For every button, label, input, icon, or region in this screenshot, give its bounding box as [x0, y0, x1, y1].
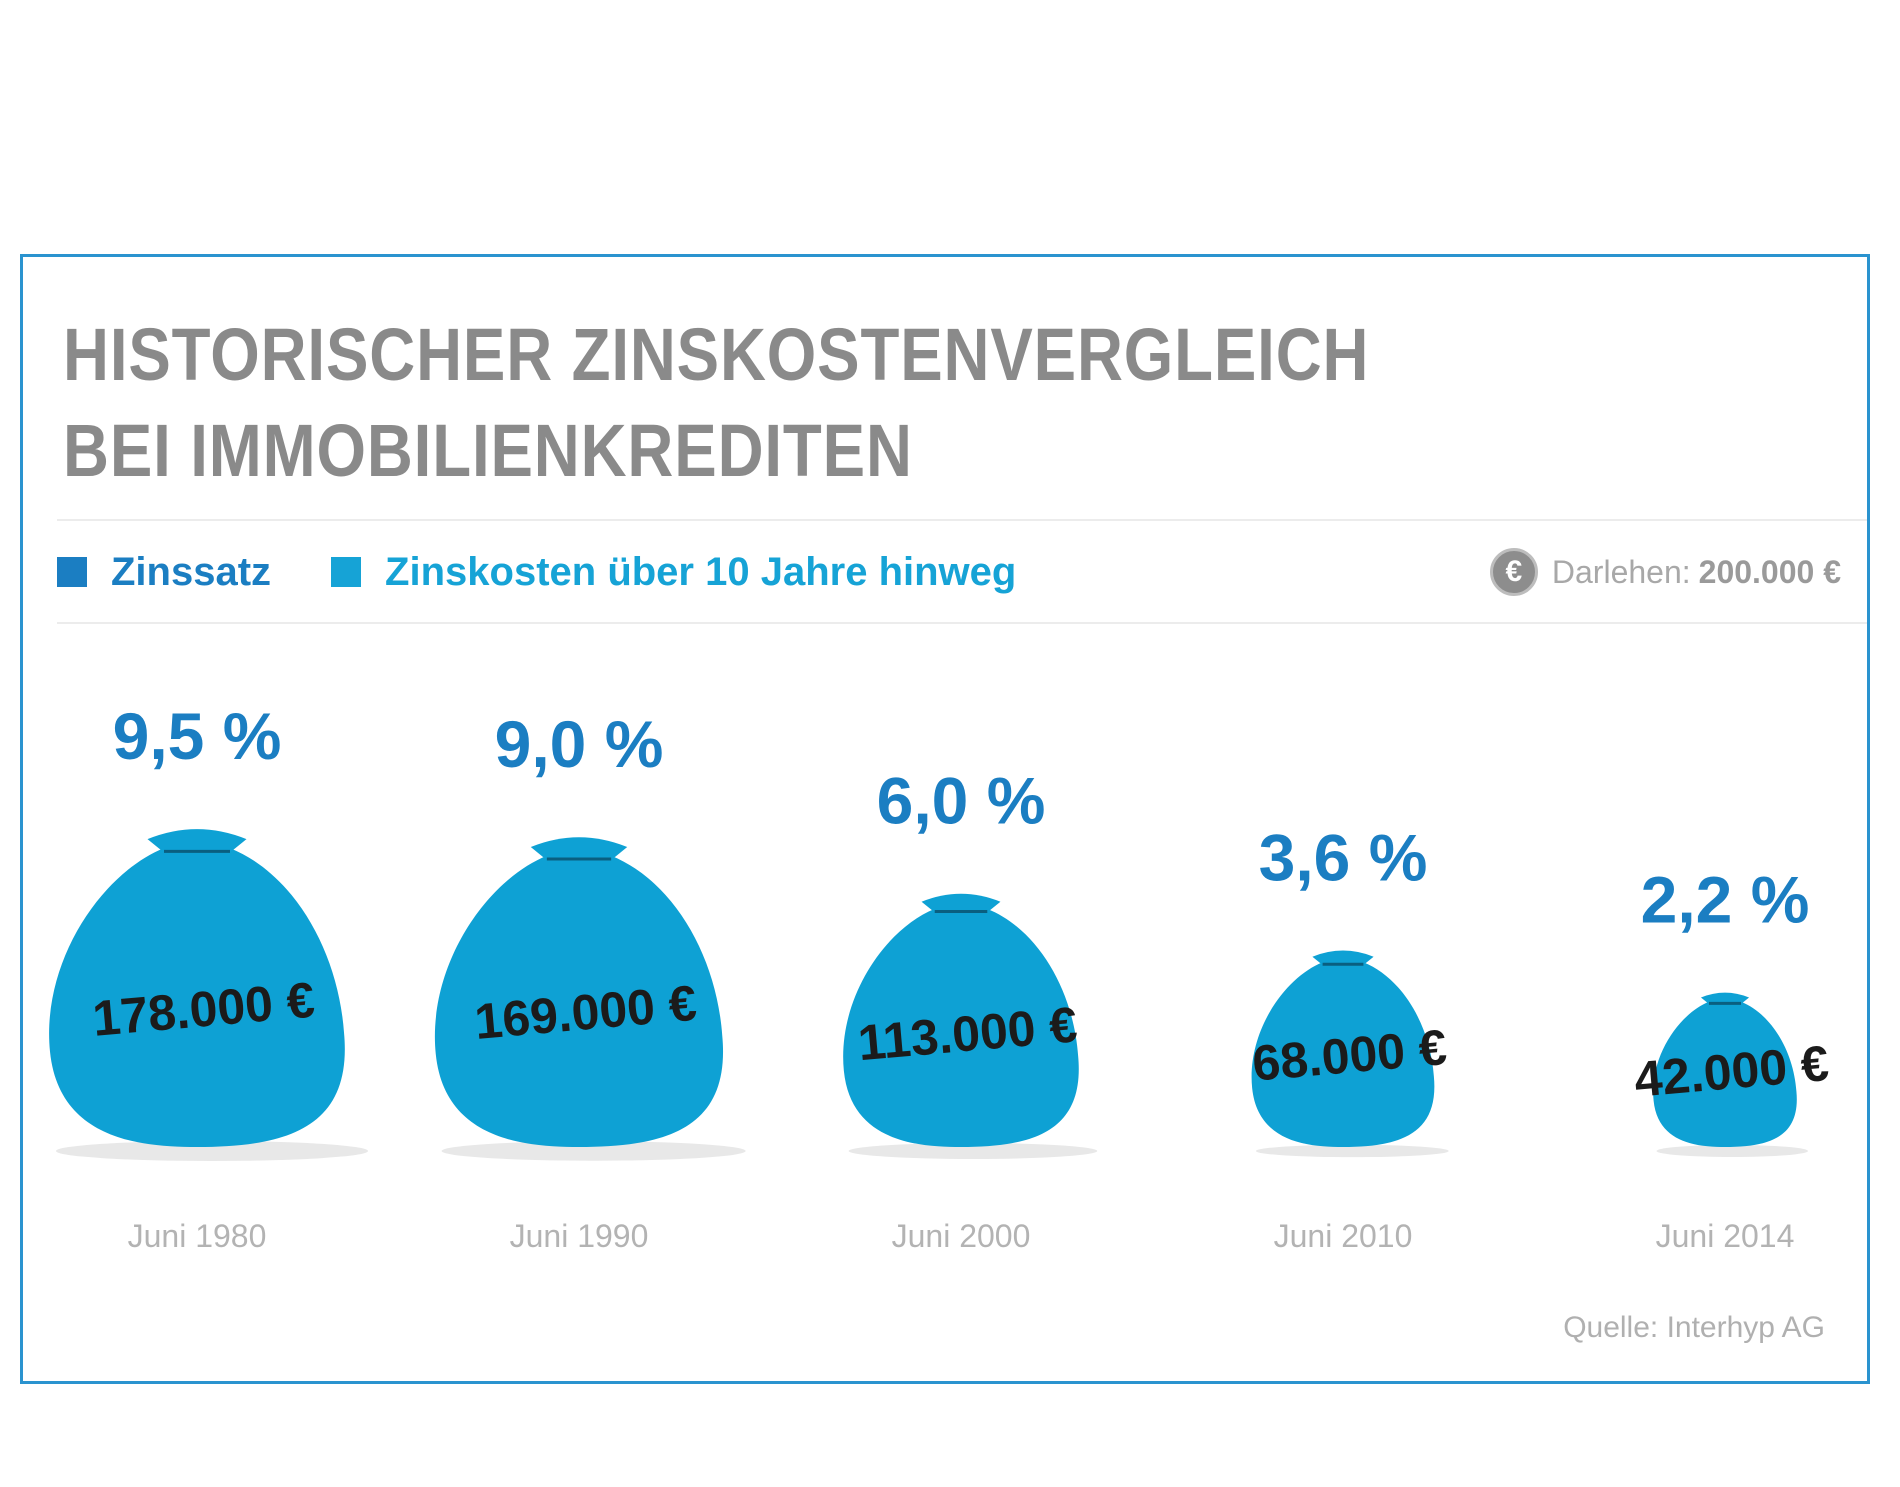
euro-icon: € — [1489, 548, 1538, 596]
bag-knot-0 — [147, 829, 247, 853]
category-label-0: Juni 1980 — [128, 1218, 267, 1254]
money-bag-2 — [843, 908, 1079, 1147]
rate-label-1: 9,0 % — [495, 707, 664, 781]
bag-knot-1 — [530, 837, 628, 861]
money-bag-4 — [1653, 1001, 1797, 1147]
category-label-3: Juni 2010 — [1274, 1218, 1413, 1254]
loan-value: 200.000 € — [1698, 553, 1841, 590]
chart-title: HISTORISCHER ZINSKOSTENVERGLEICH BEI IMM… — [63, 307, 1369, 499]
money-bag-0 — [49, 848, 345, 1147]
chart-title-line-2: BEI IMMOBILIENKREDITEN — [63, 409, 913, 492]
bag-knot-2 — [921, 893, 1001, 913]
legend-item-zinskosten: Zinskosten über 10 Jahre hinweg — [331, 550, 1016, 595]
rate-label-3: 3,6 % — [1259, 820, 1428, 894]
money-bag-3 — [1251, 962, 1435, 1147]
category-label-4: Juni 2014 — [1656, 1218, 1795, 1254]
cost-label-4: 42.000 € — [1632, 1035, 1831, 1108]
legend-swatch-zinssatz — [57, 557, 87, 587]
rate-label-2: 6,0 % — [877, 764, 1046, 838]
bag-group-2: 6,0 %113.000 €Juni 2000 — [843, 764, 1098, 1254]
loan-info: € Darlehen: 200.000 € — [1489, 547, 1841, 597]
bag-shadow — [56, 1141, 368, 1161]
bag-group-0: 9,5 %178.000 €Juni 1980 — [49, 699, 368, 1254]
bag-shadow — [1656, 1145, 1809, 1157]
legend-swatch-zinskosten — [331, 557, 362, 587]
bag-knot-3 — [1312, 950, 1374, 965]
bag-shadow — [441, 1141, 746, 1161]
rate-label-4: 2,2 % — [1641, 863, 1810, 937]
legend-label-zinssatz: Zinssatz — [111, 549, 272, 594]
category-label-1: Juni 1990 — [510, 1218, 649, 1254]
bag-shadow — [1255, 1144, 1449, 1158]
category-label-2: Juni 2000 — [892, 1218, 1031, 1254]
chart-frame: HISTORISCHER ZINSKOSTENVERGLEICH BEI IMM… — [20, 254, 1870, 1384]
divider-top — [57, 519, 1867, 521]
rate-label-0: 9,5 % — [113, 699, 282, 773]
bag-shadow — [848, 1143, 1098, 1159]
legend-label-zinskosten: Zinskosten über 10 Jahre hinweg — [385, 549, 1017, 594]
divider-bottom — [57, 622, 1867, 624]
bag-knot-4 — [1700, 992, 1750, 1004]
bag-group-1: 9,0 %169.000 €Juni 1990 — [434, 707, 746, 1254]
money-bag-1 — [434, 855, 724, 1147]
bag-group-3: 3,6 %68.000 €Juni 2010 — [1250, 820, 1449, 1254]
loan-label: Darlehen: — [1551, 553, 1691, 590]
bag-group-4: 2,2 % 42.000 € Juni 2014 — [1632, 863, 1831, 1254]
chart-title-line-1: HISTORISCHER ZINSKOSTENVERGLEICH — [63, 313, 1370, 396]
legend: Zinssatz Zinskosten über 10 Jahre hinweg — [57, 547, 1076, 597]
legend-item-zinssatz: Zinssatz — [57, 550, 271, 595]
source-note: Quelle: Interhyp AG — [1563, 1311, 1825, 1344]
